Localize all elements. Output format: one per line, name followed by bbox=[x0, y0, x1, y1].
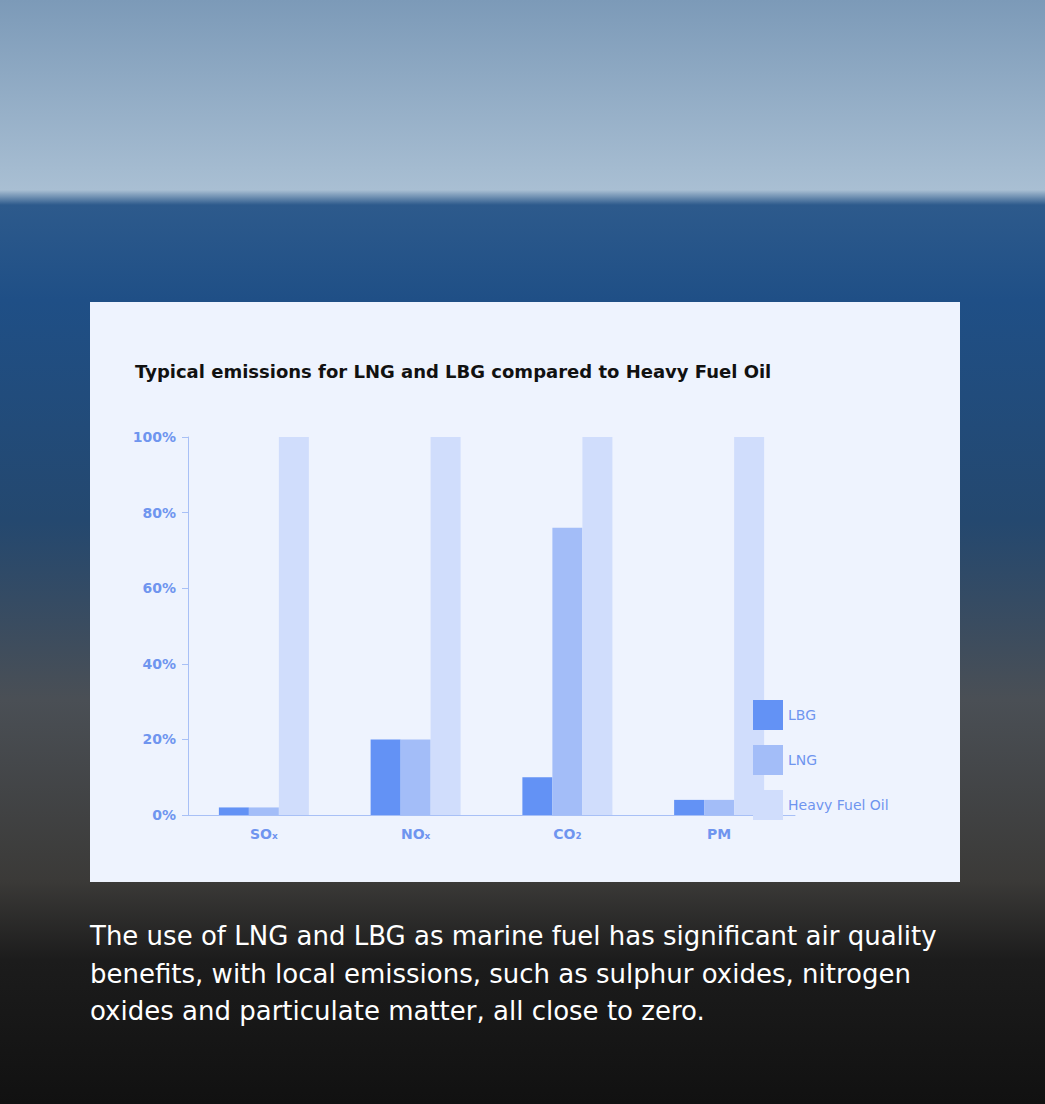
svg-text:Typical emissions for LNG and: Typical emissions for LNG and LBG compar… bbox=[135, 361, 771, 382]
svg-text:PM: PM bbox=[707, 826, 731, 842]
svg-text:80%: 80% bbox=[142, 505, 176, 521]
svg-text:SOₓ: SOₓ bbox=[250, 826, 278, 842]
svg-text:NOₓ: NOₓ bbox=[401, 826, 431, 842]
svg-text:20%: 20% bbox=[142, 731, 176, 747]
svg-text:100%: 100% bbox=[133, 429, 176, 445]
svg-text:40%: 40% bbox=[142, 656, 176, 672]
svg-text:LNG: LNG bbox=[788, 752, 817, 768]
svg-text:LBG: LBG bbox=[788, 707, 816, 723]
svg-text:60%: 60% bbox=[142, 580, 176, 596]
svg-text:Heavy Fuel Oil: Heavy Fuel Oil bbox=[788, 797, 889, 813]
svg-text:CO₂: CO₂ bbox=[553, 826, 581, 842]
html-text:The use of LNG and LBG as mari: The use of LNG and LBG as marine fuel ha… bbox=[90, 921, 937, 1027]
svg-text:0%: 0% bbox=[152, 807, 176, 823]
